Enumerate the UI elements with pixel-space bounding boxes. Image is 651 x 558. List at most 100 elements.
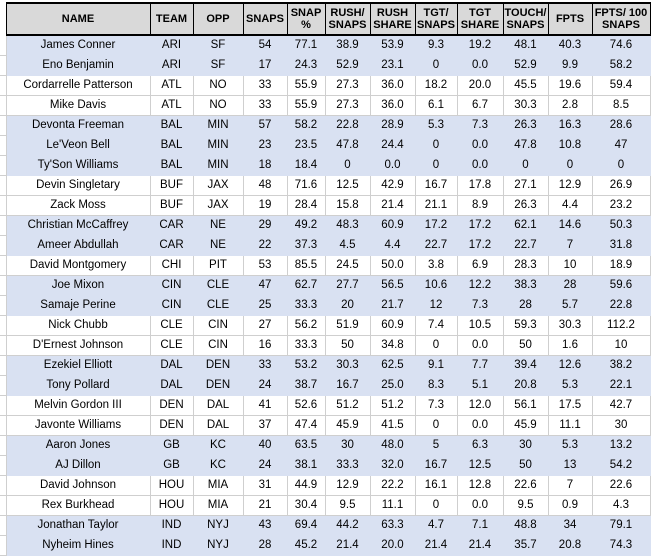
cell-rush_share[interactable]: 4.4 <box>370 235 416 256</box>
cell-name[interactable]: David Johnson <box>6 475 151 496</box>
cell-tgt_share[interactable]: 12.0 <box>457 395 504 416</box>
cell-touch_snaps[interactable]: 47.8 <box>503 135 549 156</box>
cell-opp[interactable]: MIA <box>193 475 244 496</box>
column-header-rush_snaps[interactable]: RUSH/ SNAPS <box>324 2 371 36</box>
cell-name[interactable]: AJ Dillon <box>6 455 151 476</box>
cell-snap_pct[interactable]: 49.2 <box>287 215 326 236</box>
cell-rush_snaps[interactable]: 45.9 <box>325 415 371 436</box>
cell-opp[interactable]: NO <box>193 75 244 96</box>
cell-team[interactable]: ATL <box>150 95 194 116</box>
cell-fpts_100[interactable]: 42.7 <box>592 395 651 416</box>
cell-name[interactable]: Cordarrelle Patterson <box>6 75 151 96</box>
cell-team[interactable]: ARI <box>150 35 194 56</box>
cell-fpts[interactable]: 2.8 <box>548 95 593 116</box>
cell-snaps[interactable]: 43 <box>243 515 288 536</box>
cell-opp[interactable]: CLE <box>193 295 244 316</box>
cell-fpts_100[interactable]: 23.2 <box>592 195 651 216</box>
cell-fpts_100[interactable]: 26.9 <box>592 175 651 196</box>
cell-snaps[interactable]: 24 <box>243 375 288 396</box>
cell-touch_snaps[interactable]: 30.3 <box>503 95 549 116</box>
cell-team[interactable]: DAL <box>150 375 194 396</box>
cell-opp[interactable]: DEN <box>193 355 244 376</box>
column-header-opp[interactable]: OPP <box>192 2 244 36</box>
cell-tgt_snaps[interactable]: 17.2 <box>415 215 458 236</box>
cell-touch_snaps[interactable]: 26.3 <box>503 195 549 216</box>
cell-tgt_snaps[interactable]: 8.3 <box>415 375 458 396</box>
cell-snaps[interactable]: 29 <box>243 215 288 236</box>
cell-team[interactable]: GB <box>150 455 194 476</box>
cell-fpts_100[interactable]: 31.8 <box>592 235 651 256</box>
column-header-fpts[interactable]: FPTS <box>547 2 593 36</box>
cell-tgt_share[interactable]: 10.5 <box>457 315 504 336</box>
cell-snap_pct[interactable]: 18.4 <box>287 155 326 176</box>
cell-snap_pct[interactable]: 47.4 <box>287 415 326 436</box>
cell-name[interactable]: D'Ernest Johnson <box>6 335 151 356</box>
cell-fpts_100[interactable]: 8.5 <box>592 95 651 116</box>
cell-tgt_snaps[interactable]: 21.4 <box>415 535 458 556</box>
cell-snap_pct[interactable]: 45.2 <box>287 535 326 556</box>
cell-opp[interactable]: NO <box>193 95 244 116</box>
cell-touch_snaps[interactable]: 39.4 <box>503 355 549 376</box>
cell-rush_snaps[interactable]: 16.7 <box>325 375 371 396</box>
cell-touch_snaps[interactable]: 26.3 <box>503 115 549 136</box>
cell-team[interactable]: BAL <box>150 135 194 156</box>
cell-team[interactable]: CIN <box>150 295 194 316</box>
cell-snaps[interactable]: 47 <box>243 275 288 296</box>
cell-name[interactable]: Eno Benjamin <box>6 55 151 76</box>
cell-touch_snaps[interactable]: 50 <box>503 335 549 356</box>
cell-fpts_100[interactable]: 54.2 <box>592 455 651 476</box>
cell-team[interactable]: CAR <box>150 235 194 256</box>
cell-touch_snaps[interactable]: 48.8 <box>503 515 549 536</box>
cell-name[interactable]: Christian McCaffrey <box>6 215 151 236</box>
cell-snaps[interactable]: 57 <box>243 115 288 136</box>
cell-rush_snaps[interactable]: 30 <box>325 435 371 456</box>
cell-opp[interactable]: MIA <box>193 495 244 516</box>
cell-touch_snaps[interactable]: 28.3 <box>503 255 549 276</box>
cell-name[interactable]: James Conner <box>6 35 151 56</box>
cell-rush_share[interactable]: 56.5 <box>370 275 416 296</box>
cell-snaps[interactable]: 53 <box>243 255 288 276</box>
cell-touch_snaps[interactable]: 45.9 <box>503 415 549 436</box>
cell-snaps[interactable]: 33 <box>243 75 288 96</box>
cell-rush_snaps[interactable]: 33.3 <box>325 455 371 476</box>
cell-fpts[interactable]: 9.9 <box>548 55 593 76</box>
cell-tgt_share[interactable]: 12.2 <box>457 275 504 296</box>
cell-rush_share[interactable]: 11.1 <box>370 495 416 516</box>
cell-snaps[interactable]: 40 <box>243 435 288 456</box>
cell-team[interactable]: CAR <box>150 215 194 236</box>
cell-fpts[interactable]: 40.3 <box>548 35 593 56</box>
column-header-snaps[interactable]: SNAPS <box>242 2 288 36</box>
cell-fpts[interactable]: 0 <box>548 155 593 176</box>
cell-fpts[interactable]: 5.7 <box>548 295 593 316</box>
cell-snap_pct[interactable]: 30.4 <box>287 495 326 516</box>
cell-snaps[interactable]: 37 <box>243 415 288 436</box>
cell-team[interactable]: BUF <box>150 175 194 196</box>
cell-opp[interactable]: DEN <box>193 375 244 396</box>
cell-name[interactable]: Rex Burkhead <box>6 495 151 516</box>
cell-team[interactable]: IND <box>150 535 194 556</box>
cell-rush_snaps[interactable]: 12.9 <box>325 475 371 496</box>
cell-rush_snaps[interactable]: 30.3 <box>325 355 371 376</box>
cell-fpts[interactable]: 13 <box>548 455 593 476</box>
cell-team[interactable]: DEN <box>150 395 194 416</box>
cell-snap_pct[interactable]: 62.7 <box>287 275 326 296</box>
cell-snap_pct[interactable]: 28.4 <box>287 195 326 216</box>
cell-touch_snaps[interactable]: 48.1 <box>503 35 549 56</box>
cell-name[interactable]: Aaron Jones <box>6 435 151 456</box>
cell-rush_share[interactable]: 21.4 <box>370 195 416 216</box>
cell-fpts[interactable]: 28 <box>548 275 593 296</box>
cell-tgt_snaps[interactable]: 10.6 <box>415 275 458 296</box>
cell-opp[interactable]: MIN <box>193 155 244 176</box>
cell-snap_pct[interactable]: 53.2 <box>287 355 326 376</box>
cell-fpts[interactable]: 1.6 <box>548 335 593 356</box>
cell-team[interactable]: BAL <box>150 155 194 176</box>
cell-opp[interactable]: CLE <box>193 275 244 296</box>
cell-tgt_share[interactable]: 17.8 <box>457 175 504 196</box>
cell-tgt_snaps[interactable]: 5.3 <box>415 115 458 136</box>
cell-rush_snaps[interactable]: 48.3 <box>325 215 371 236</box>
cell-snaps[interactable]: 16 <box>243 335 288 356</box>
cell-tgt_share[interactable]: 7.3 <box>457 115 504 136</box>
cell-fpts[interactable]: 0.9 <box>548 495 593 516</box>
cell-tgt_share[interactable]: 6.7 <box>457 95 504 116</box>
cell-fpts[interactable]: 16.3 <box>548 115 593 136</box>
